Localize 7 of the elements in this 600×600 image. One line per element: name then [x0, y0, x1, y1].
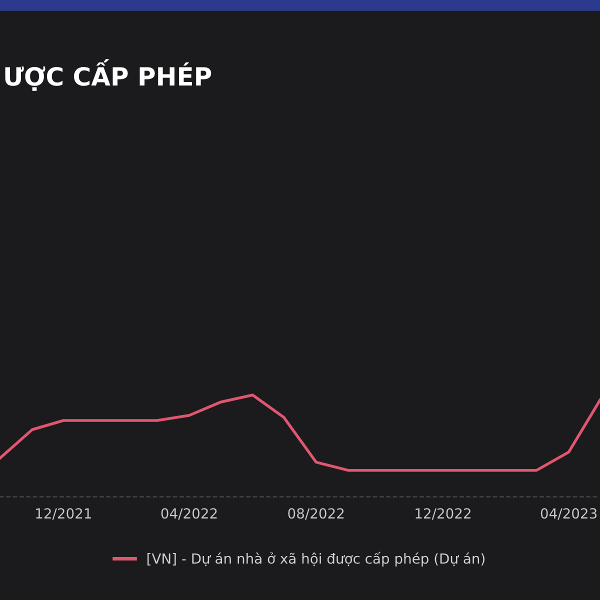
x-tick-label: 08/2022	[288, 508, 344, 520]
legend-label: [VN] - Dự án nhà ở xã hội được cấp phép (Dự án)	[147, 552, 484, 566]
x-tick-label: 04/2022	[161, 508, 217, 520]
chart-title: ƯỢC CẤP PHÉP	[5, 59, 212, 91]
x-tick-label: 12/2022	[416, 508, 470, 520]
x-tick-label: 12/2021	[36, 508, 91, 520]
x-tick-label: 04/2023	[540, 508, 597, 520]
